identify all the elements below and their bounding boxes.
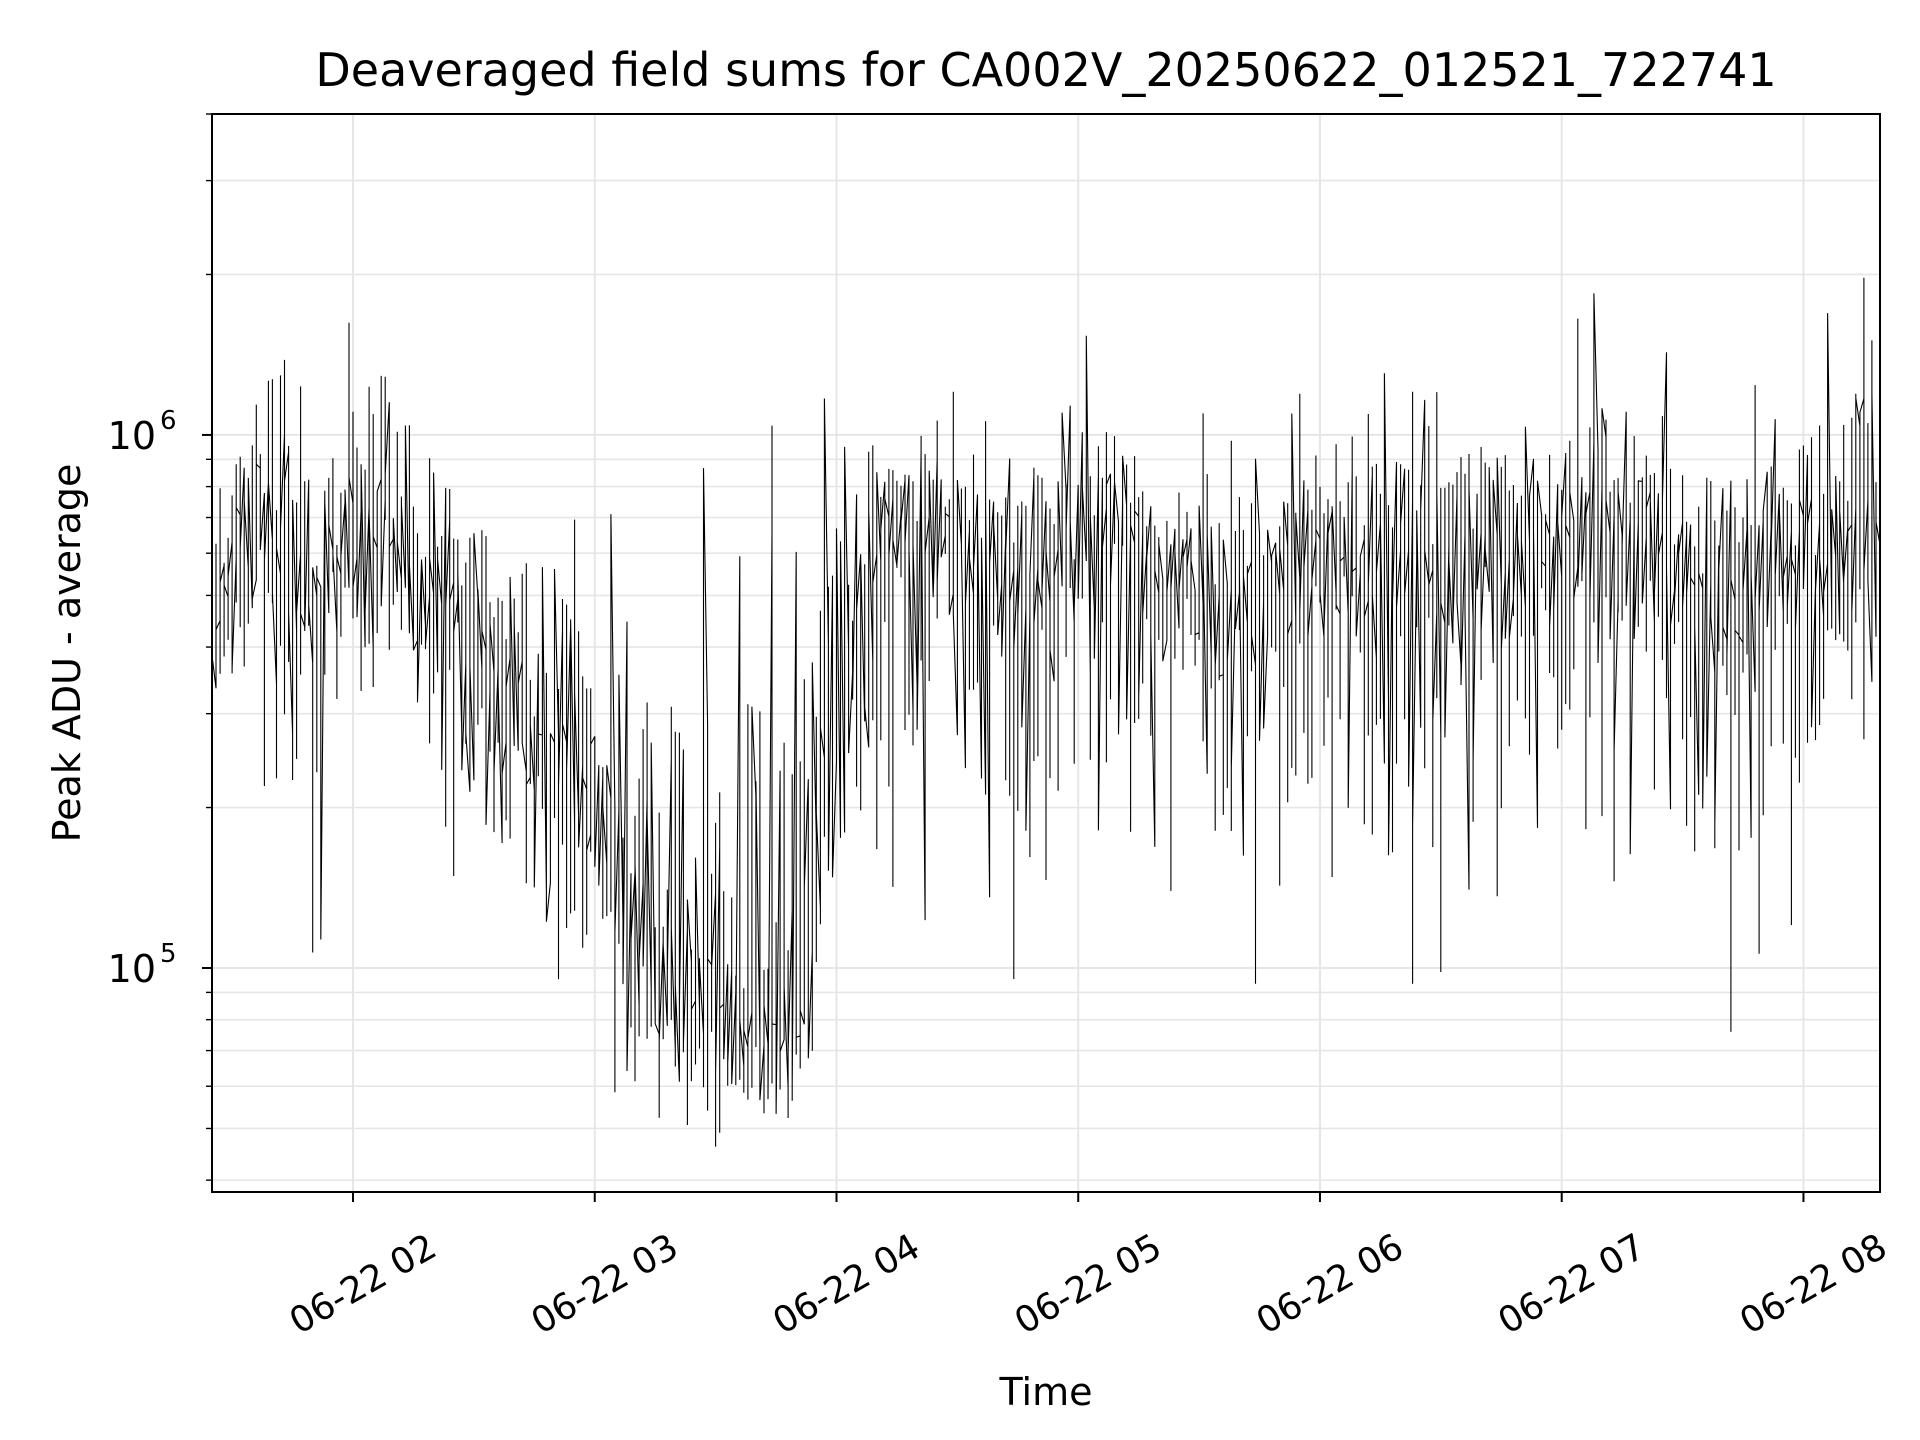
y-axis-label: Peak ADU - average — [45, 464, 89, 843]
chart-title: Deaveraged field sums for CA002V_2025062… — [315, 43, 1776, 97]
y-tick-label: 10 — [108, 414, 156, 458]
x-axis-label: Time — [999, 1370, 1093, 1414]
y-tick-label-exponent: 5 — [160, 939, 177, 969]
y-tick-label: 10 — [108, 947, 156, 991]
y-tick-label-exponent: 6 — [160, 406, 177, 436]
